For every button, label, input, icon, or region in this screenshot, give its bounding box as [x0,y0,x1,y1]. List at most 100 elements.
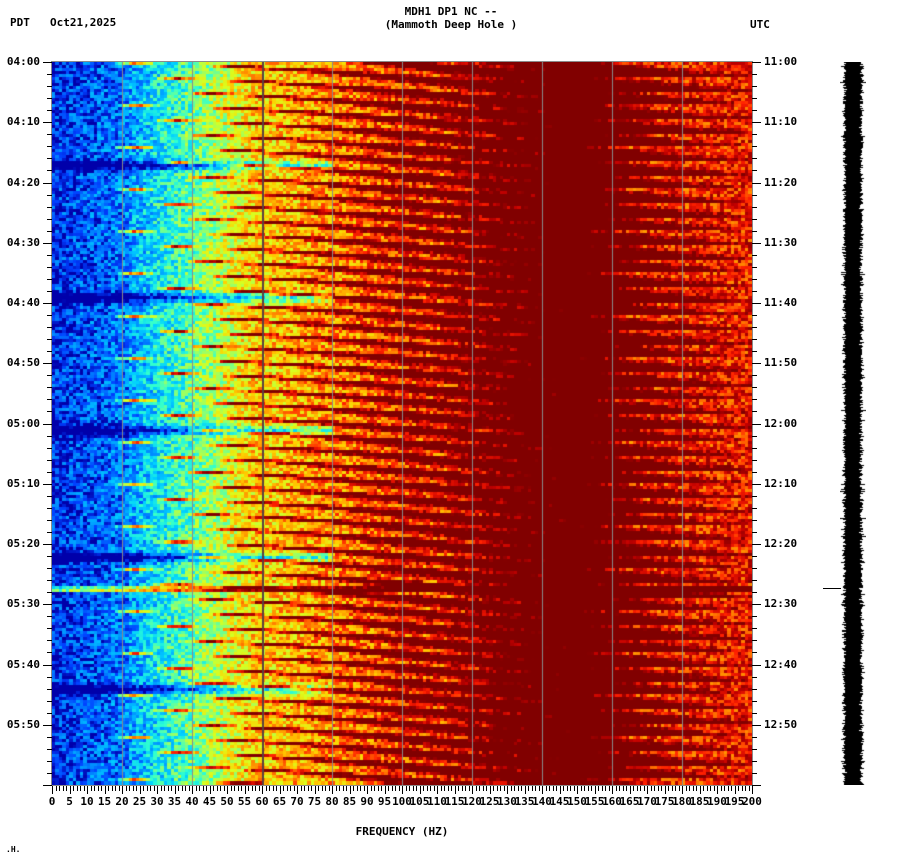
freq-tick-minor [153,786,155,791]
freq-tick-minor [563,786,564,791]
freq-tick-minor [713,786,715,791]
freq-tick-minor [528,786,529,791]
axis-tick-minor [752,194,757,196]
time-label-utc: 11:50 [764,356,798,370]
freq-tick-minor [545,786,547,791]
axis-tick-minor [752,327,757,329]
freq-tick-minor [727,786,729,791]
freq-tick-minor [318,786,319,791]
freq-tick-minor [325,786,326,791]
header-timezone-right: UTC [750,18,770,31]
freq-tick-minor [311,786,312,791]
freq-tick-minor [272,786,274,791]
freq-tick-minor [55,786,57,791]
freq-tick-major [174,786,176,794]
time-label-pdt: 04:20 [6,175,40,189]
freq-label: 165 [619,795,640,808]
freq-tick-minor [335,786,337,791]
axis-tick-minor [47,459,52,461]
freq-label: 95 [377,795,392,808]
freq-tick-minor [580,786,582,791]
freq-tick-minor [374,786,375,791]
axis-tick-minor [752,556,757,558]
freq-tick-minor [433,786,435,791]
axis-tick-minor [47,98,52,100]
freq-tick-major [524,786,526,794]
axis-tick-minor [47,495,52,497]
axis-tick-minor [47,266,52,268]
axis-tick-minor [752,447,757,449]
freq-tick-minor [307,786,309,791]
axis-tick-minor [47,170,52,172]
freq-tick-minor [237,786,239,791]
freq-tick-minor [171,786,172,791]
freq-label: 100 [392,795,412,808]
freq-tick-major [209,786,211,794]
freq-tick-minor [496,786,498,791]
freq-tick-minor [549,786,550,791]
freq-tick-major [577,786,578,794]
freq-tick-minor [101,786,102,791]
freq-tick-minor [360,786,361,791]
freq-tick-minor [185,786,186,791]
freq-tick-minor [619,786,620,791]
helicorder-trace-strip[interactable] [823,62,866,785]
axis-tick-minor [47,290,52,292]
freq-tick-major [332,786,333,794]
axis-tick-minor [752,254,757,256]
freq-tick-major [279,786,281,794]
freq-tick-minor [73,786,74,791]
freq-tick-minor [748,786,750,791]
freq-tick-minor [468,786,470,791]
axis-tick-minor [752,351,757,353]
axis-tick-major [752,62,761,63]
freq-tick-major [559,786,561,794]
axis-tick-major [43,182,52,184]
axis-tick-minor [752,568,757,570]
axis-tick-minor [47,700,52,702]
freq-tick-minor [685,786,687,791]
freq-label: 75 [307,795,322,808]
frequency-axis-title: FREQUENCY (HZ) [355,825,449,838]
freq-tick-minor [321,786,323,791]
freq-tick-minor [643,786,645,791]
freq-tick-minor [188,786,190,791]
axis-tick-minor [47,387,52,389]
axis-tick-minor [47,206,52,208]
axis-tick-minor [47,327,52,329]
freq-tick-major [262,786,263,794]
freq-tick-major [542,786,543,794]
time-label-utc: 12:40 [764,657,798,671]
axis-tick-minor [752,592,757,594]
freq-tick-major [52,786,53,794]
axis-tick-minor [752,266,757,268]
freq-tick-minor [304,786,305,791]
freq-label: 115 [444,795,465,808]
freq-tick-minor [430,786,431,791]
axis-tick-minor [752,375,757,377]
freq-tick-minor [339,786,340,791]
axis-tick-minor [752,98,757,100]
freq-label: 80 [325,795,339,808]
freq-tick-minor [598,786,599,791]
freq-tick-minor [164,786,165,791]
freq-label: 155 [584,795,605,808]
time-label-pdt: 05:20 [6,537,40,550]
axis-tick-minor [47,712,52,714]
freq-tick-minor [160,786,162,791]
freq-tick-minor [654,786,655,791]
axis-tick-major [43,544,52,545]
time-label-utc: 11:20 [764,175,798,189]
time-label-pdt: 05:50 [6,717,40,731]
time-label-utc: 11:10 [764,115,798,129]
axis-tick-minor [47,375,52,377]
freq-tick-minor [251,786,253,791]
axis-tick-minor [47,339,52,341]
spectrogram-plot[interactable] [52,62,752,785]
freq-label: 185 [689,795,710,808]
freq-label: 140 [532,795,552,808]
axis-tick-minor [752,736,757,738]
time-label-pdt: 04:40 [6,296,40,309]
freq-tick-minor [150,786,151,791]
axis-tick-major [752,544,761,545]
